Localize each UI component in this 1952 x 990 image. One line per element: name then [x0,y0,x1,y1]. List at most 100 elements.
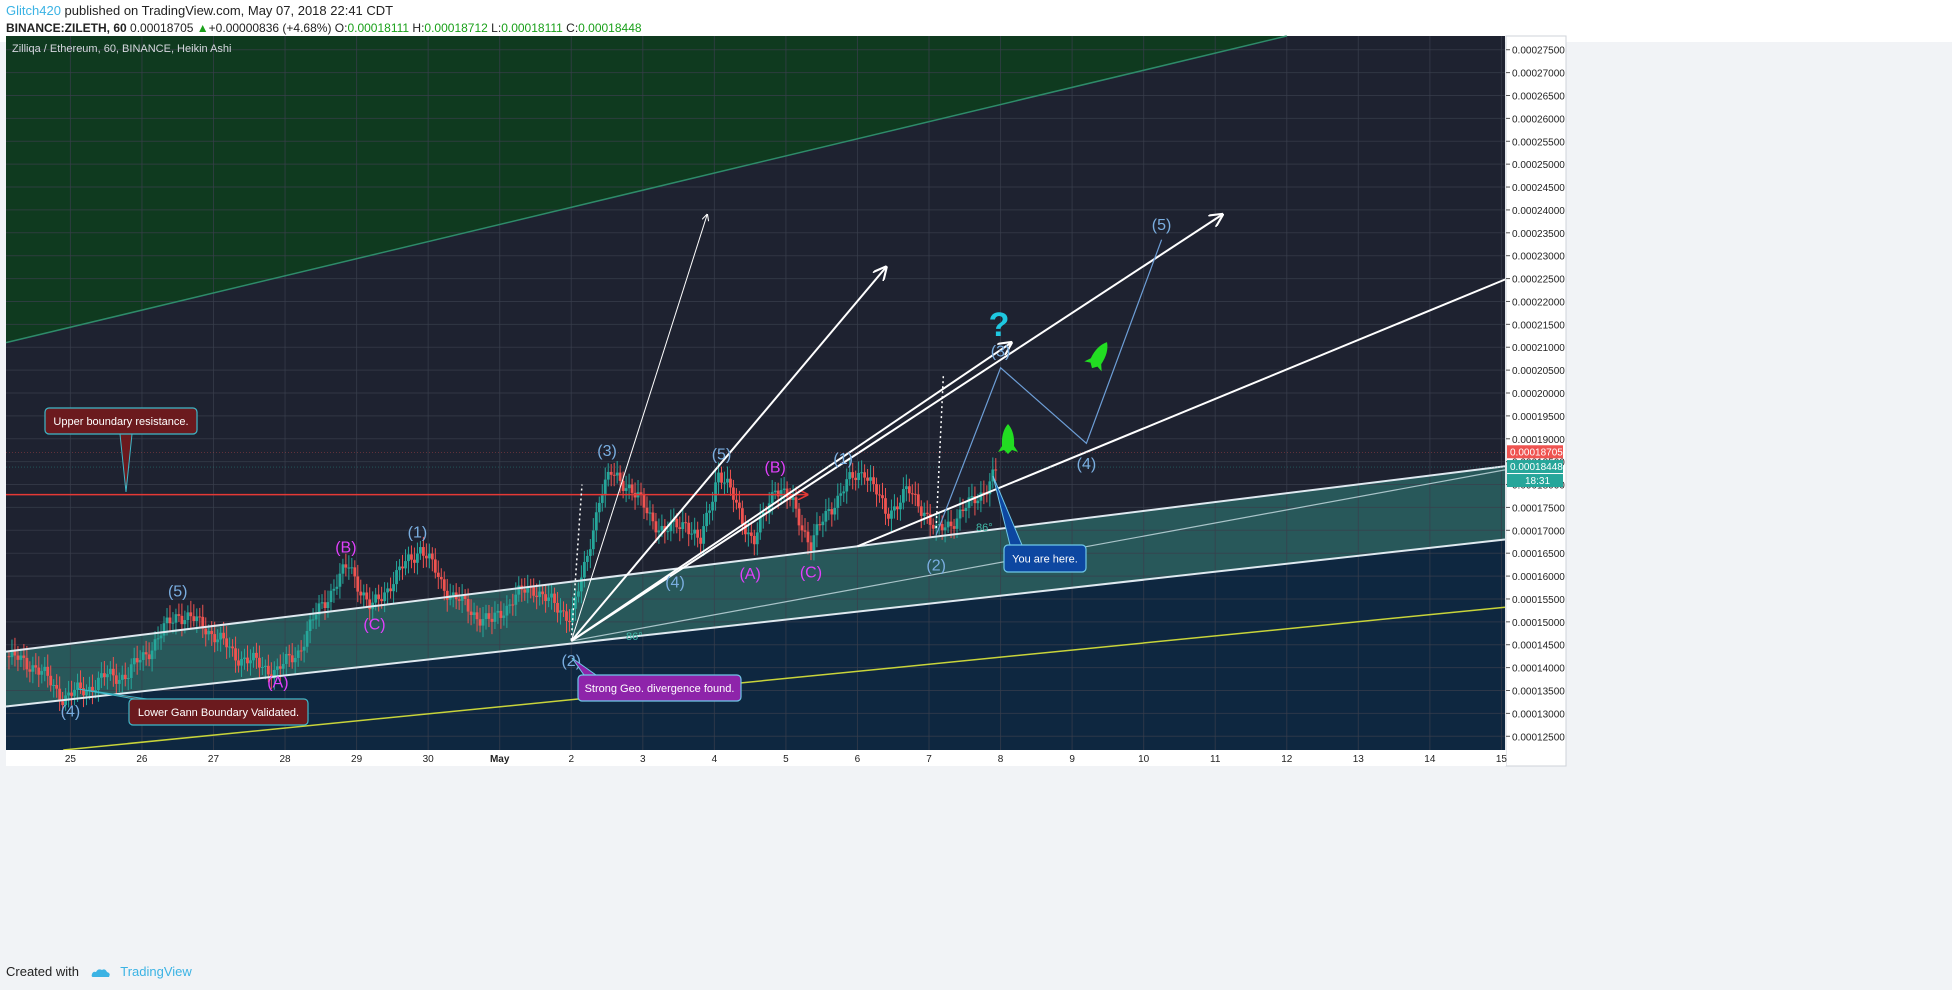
candle-body-104 [317,603,321,615]
x-tick-label-3: 28 [279,754,291,765]
candle-body-303 [910,493,914,495]
candle-body-144 [436,572,440,577]
candle-body-116 [353,567,357,577]
candle-body-251 [755,532,759,545]
candle-body-1 [10,650,14,658]
candle-body-33 [105,674,109,678]
candle-body-289 [869,477,872,481]
candle-body-301 [904,486,908,490]
candle-body-308 [925,512,929,514]
candle-body-179 [541,591,545,595]
candle-body-208 [627,484,631,489]
candle-body-314 [943,527,947,531]
candle-body-155 [469,611,473,616]
chart-title: Zilliqa / Ethereum, 60, BINANCE, Heikin … [12,43,231,55]
callout-text-0: Upper boundary resistance. [53,416,188,428]
candle-body-120 [365,592,369,600]
candle-body-186 [562,610,565,612]
candle-body-236 [711,501,714,511]
candle-body-181 [547,597,550,601]
x-tick-label-10: 5 [783,754,789,765]
candle-body-270 [812,535,816,551]
publish-line: Glitch420 published on TradingView.com, … [6,3,393,18]
author-link[interactable]: Glitch420 [6,3,61,18]
candle-body-201 [606,471,610,480]
rocket-shape [1084,342,1108,372]
candle-body-12 [43,666,47,672]
candle-body-126 [383,592,387,602]
candle-body-147 [445,590,449,600]
y-tick-label-6: 0.00015500 [1512,595,1565,606]
candle-body-313 [940,524,944,531]
candle-body-30 [97,677,100,691]
fan-arrow-1 [570,267,886,642]
candle-body-16 [55,685,59,689]
candle-body-47 [147,654,151,660]
callout-text-1: Lower Gann Boundary Validated. [138,707,299,719]
candle-body-121 [368,599,372,610]
candle-body-170 [514,594,518,605]
wave-label-5: (1) [408,525,428,542]
candle-body-86 [263,665,267,667]
x-tick-label-8: 3 [640,754,646,765]
up-arrow-icon: ▲ [196,21,209,35]
candle-body-28 [91,686,94,692]
footer: Created with TradingView [6,964,192,979]
candle-body-163 [493,612,497,622]
y-axis-panel[interactable] [1505,35,1567,767]
candle-body-92 [281,663,285,669]
candle-body-271 [815,524,819,536]
candle-body-173 [523,589,527,593]
candle-body-32 [102,673,106,678]
candle-body-167 [505,605,509,616]
candle-body-217 [654,521,658,533]
candle-body-188 [568,620,571,623]
candle-body-209 [630,484,634,493]
candle-body-214 [645,507,649,514]
y-tick-label-23: 0.00024000 [1512,206,1565,217]
candle-body-275 [827,509,831,511]
candle-body-321 [964,508,968,512]
candle-body-288 [866,477,869,481]
candle-body-72 [222,632,226,639]
candle-body-219 [660,525,664,531]
x-axis-panel[interactable] [6,750,1506,766]
candle-body-257 [773,490,777,493]
candle-body-295 [887,513,890,519]
candle-body-3 [16,655,20,660]
open-value: 0.00018111 [347,21,410,35]
candle-body-52 [162,623,166,636]
candle-body-145 [439,576,443,580]
tradingview-link[interactable]: TradingView [120,964,192,979]
candle-body-129 [392,584,395,592]
candle-body-132 [401,566,404,569]
candle-body-162 [490,618,494,622]
y-tick-label-10: 0.00017500 [1512,503,1565,514]
candle-body-57 [177,614,181,616]
candle-body-48 [150,650,154,660]
dotted-marker-0 [570,484,583,641]
candle-body-258 [776,490,780,497]
x-tick-label-14: 9 [1069,754,1075,765]
candle-body-171 [517,585,521,595]
candle-body-89 [272,670,276,679]
wave-label-0: (4) [61,704,81,721]
candle-body-105 [320,602,324,604]
candle-body-74 [228,646,231,648]
candle-body-243 [732,487,735,500]
high-value: 0.00018712 [424,21,488,35]
candle-body-98 [299,650,303,652]
candle-body-197 [594,512,598,531]
candle-body-164 [496,610,500,613]
candle-body-294 [884,498,887,514]
green-channel-region [6,36,1505,343]
candle-body-158 [478,619,482,626]
candle-body-63 [195,616,199,621]
candle-body-278 [836,495,840,508]
candle-body-249 [749,532,753,536]
fan-arrow-2 [570,343,1011,642]
candle-body-216 [651,512,655,522]
candle-body-185 [559,610,562,613]
candle-body-53 [165,617,169,624]
